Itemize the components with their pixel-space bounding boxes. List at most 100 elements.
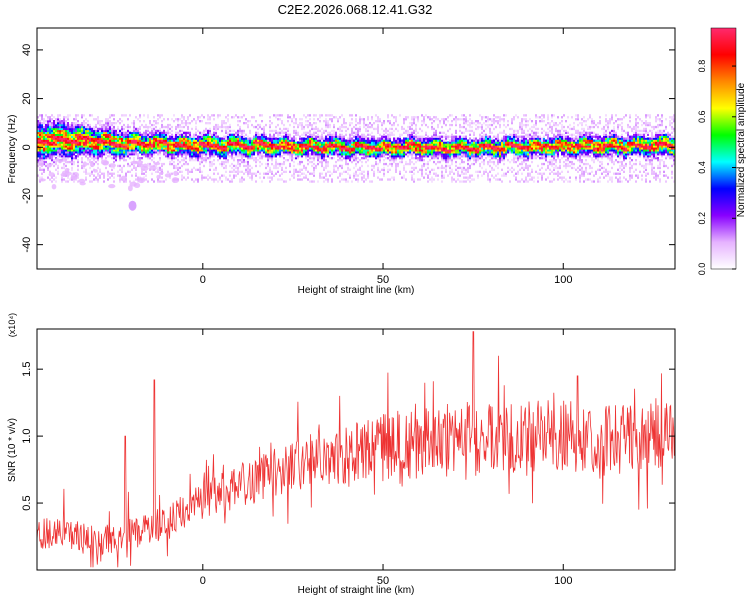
heatmap-cell (53, 151, 55, 154)
heatmap-cell (95, 145, 97, 148)
heatmap-cell (309, 180, 311, 183)
heatmap-cell (93, 153, 95, 156)
heatmap-cell (241, 157, 243, 160)
heatmap-cell (109, 151, 111, 154)
heatmap-cell (367, 155, 369, 158)
heatmap-cell (223, 174, 225, 177)
heatmap-cell (91, 137, 93, 140)
heatmap-cell (387, 147, 389, 150)
heatmap-cell (181, 116, 183, 119)
heatmap-cell (421, 164, 423, 168)
heatmap-cell (95, 147, 97, 150)
heatmap-cell (139, 120, 141, 123)
heatmap-cell (485, 153, 487, 156)
heatmap-cell (71, 168, 73, 171)
heatmap-cell (257, 133, 259, 136)
heatmap-cell (181, 135, 183, 138)
heatmap-cell (287, 151, 289, 154)
heatmap-cell (313, 151, 315, 154)
heatmap-cell (57, 141, 59, 144)
heatmap-cell (321, 137, 323, 140)
heatmap-cell (187, 127, 189, 131)
heatmap-cell (135, 166, 137, 170)
heatmap-cell (463, 155, 465, 158)
heatmap-cell (395, 168, 397, 171)
heatmap-cell (121, 157, 123, 160)
heatmap-cell (201, 178, 203, 181)
heatmap-cell (69, 143, 71, 146)
heatmap-cell (59, 114, 61, 117)
heatmap-cell (235, 170, 237, 173)
heatmap-cell (427, 160, 429, 164)
heatmap-cell (121, 153, 123, 156)
heatmap-cell (493, 157, 495, 160)
heatmap-cell (111, 137, 113, 140)
heatmap-cell (181, 143, 183, 146)
heatmap-cell (469, 151, 471, 154)
heatmap-cell (93, 127, 95, 131)
heatmap-cell (57, 127, 59, 131)
heatmap-cell (355, 131, 357, 134)
heatmap-cell (455, 147, 457, 150)
heatmap-cell (117, 125, 119, 129)
heatmap-cell (259, 164, 261, 168)
heatmap-cell (171, 118, 173, 121)
heatmap-cell (77, 164, 79, 168)
heatmap-cell (349, 145, 351, 148)
heatmap-cell (103, 135, 105, 138)
heatmap-cell (333, 135, 335, 138)
heatmap-cell (525, 137, 527, 140)
heatmap-cell (465, 135, 467, 138)
heatmap-cell (297, 145, 299, 148)
heatmap-cell (415, 166, 417, 170)
heatmap-cell (239, 159, 241, 162)
heatmap-cell (73, 149, 75, 152)
heatmap-cell (235, 137, 237, 140)
heatmap-cell (417, 157, 419, 160)
heatmap-cell (427, 149, 429, 152)
heatmap-cell (53, 137, 55, 140)
heatmap-cell (465, 172, 467, 175)
heatmap-cell (321, 127, 323, 131)
heatmap-cell (359, 125, 361, 129)
heatmap-cell (397, 147, 399, 150)
heatmap-cell (293, 157, 295, 160)
heatmap-cell (317, 149, 319, 152)
heatmap-cell (391, 143, 393, 146)
heatmap-cell (523, 143, 525, 146)
heatmap-cell (419, 153, 421, 156)
heatmap-cell (177, 168, 179, 171)
heatmap-cell (145, 141, 147, 144)
heatmap-cell (205, 176, 207, 179)
heatmap-cell (345, 153, 347, 156)
heatmap-cell (189, 135, 191, 138)
heatmap-cell (373, 166, 375, 170)
heatmap-cell (121, 125, 123, 129)
heatmap-cell (363, 123, 365, 127)
heatmap-cell (429, 155, 431, 158)
heatmap-cell (199, 120, 201, 123)
heatmap-cell (77, 151, 79, 154)
heatmap-cell (361, 145, 363, 148)
heatmap-cell (207, 122, 209, 125)
heatmap-cell (225, 122, 227, 125)
heatmap-cell (79, 149, 81, 152)
heatmap-cell (225, 131, 227, 134)
heatmap-cell (397, 143, 399, 146)
heatmap-cell (149, 145, 151, 148)
heatmap-cell (355, 178, 357, 181)
heatmap-cell (357, 178, 359, 181)
heatmap-cell (51, 157, 53, 160)
heatmap-cell (353, 145, 355, 148)
heatmap-cell (269, 168, 271, 171)
heatmap-cell (481, 157, 483, 160)
heatmap-cell (83, 166, 85, 170)
heatmap-cell (449, 164, 451, 168)
heatmap-cell (323, 176, 325, 179)
heatmap-cell (123, 180, 125, 183)
heatmap-cell (465, 168, 467, 171)
heatmap-cell (99, 168, 101, 171)
heatmap-cell (127, 139, 129, 142)
heatmap-cell (415, 137, 417, 140)
heatmap-cell (371, 153, 373, 156)
